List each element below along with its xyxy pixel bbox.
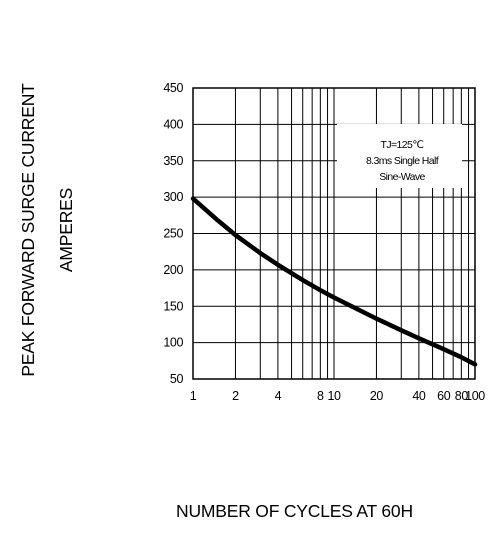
x-tick-label: 20 xyxy=(370,389,384,403)
curve-layer xyxy=(190,196,478,367)
annotation-line: TJ=125℃ xyxy=(381,139,424,151)
surge-current-curve xyxy=(190,196,478,367)
y-tick-label: 300 xyxy=(163,190,183,204)
x-tick-label: 80 xyxy=(455,389,469,403)
y-axis-title: PEAK FORWARD SURGE CURRENT xyxy=(18,83,38,377)
y-tick-label: 350 xyxy=(163,154,183,168)
x-tick-label: 60 xyxy=(437,389,451,403)
y-tick-label: 400 xyxy=(163,117,183,131)
y-axis-units: AMPERES xyxy=(56,188,76,272)
y-tick-label: 150 xyxy=(163,299,183,313)
annotation-box xyxy=(337,124,462,188)
annotation: TJ=125℃ 8.3ms Single Half Sine-Wave xyxy=(366,139,439,183)
y-tick-label: 450 xyxy=(163,81,183,95)
x-tick-label: 4 xyxy=(275,389,282,403)
y-tick-label: 200 xyxy=(163,263,183,277)
y-tick-label: 250 xyxy=(163,227,183,241)
x-tick-label: 2 xyxy=(232,389,239,403)
plot-border xyxy=(192,87,476,380)
y-tick-labels: 450 400 350 300 250 200 150 100 50 xyxy=(163,81,184,386)
annotation-line: Sine-Wave xyxy=(379,171,425,183)
x-tick-label: 1 xyxy=(190,389,197,403)
plot-frame xyxy=(192,87,476,380)
y-tick-label: 50 xyxy=(170,372,184,386)
annotation-line: 8.3ms Single Half xyxy=(366,155,439,167)
x-tick-label: 100 xyxy=(465,389,485,403)
x-axis-title: NUMBER OF CYCLES AT 60H xyxy=(176,501,413,521)
x-tick-label: 40 xyxy=(412,389,426,403)
x-tick-label: 10 xyxy=(327,389,341,403)
y-tick-label: 100 xyxy=(163,336,183,350)
x-tick-label: 8 xyxy=(317,389,324,403)
